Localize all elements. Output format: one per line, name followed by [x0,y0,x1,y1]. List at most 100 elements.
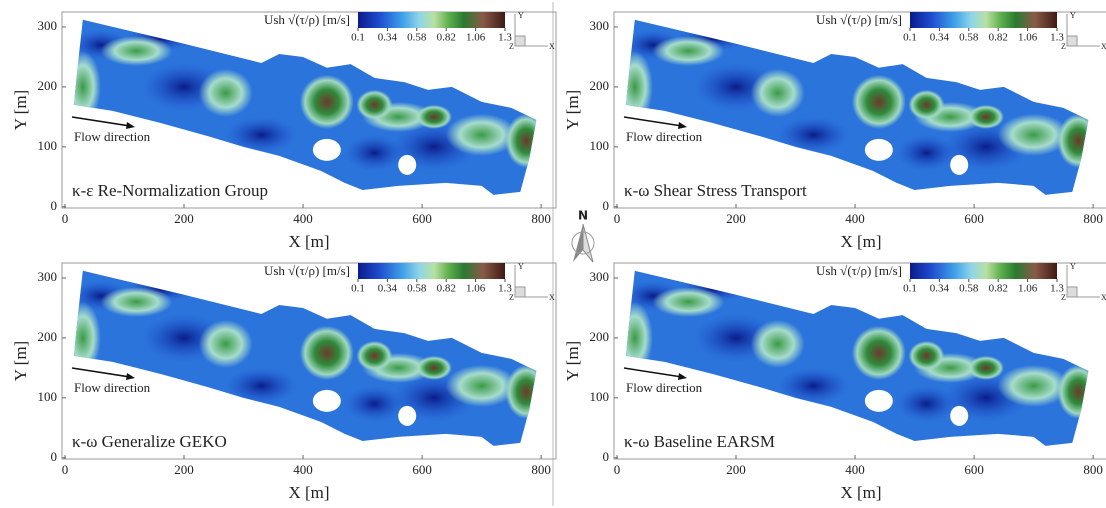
field-patch [415,355,452,380]
field-patch [896,385,957,422]
colorbar-tick-label: 1.3 [1050,283,1064,295]
x-tick-label: 200 [174,462,194,477]
x-axis-label: X [m] [288,232,329,251]
field-patch [225,367,298,404]
field-patch [908,340,945,371]
field-patch [652,286,725,317]
y-axis-label: Y [m] [563,341,582,381]
colorbar-tick-label: 0.34 [930,32,950,44]
colorbar-tick-label: 1.06 [1018,32,1038,44]
field-patch [299,325,354,380]
triad-label: X [549,293,555,302]
plot-frame [613,11,1106,209]
colorbar-tick-label: 1.06 [1018,283,1038,295]
triad-box [1066,286,1078,298]
triad-label: Z [1061,42,1066,51]
triad-label: Y [518,11,524,20]
field-patch [967,355,1004,380]
y-tick-label: 300 [38,18,58,33]
x-tick-label: 400 [845,462,865,477]
x-tick-label: 400 [845,211,865,226]
triad-label: X [1101,42,1106,51]
colorbar-tick-label: 0.58 [959,283,979,295]
field-patch [198,68,253,117]
x-axis-label: X [m] [840,232,881,251]
colorbar-tick-label: 0.82 [989,283,1008,295]
field-patch [997,113,1070,156]
y-tick-label: 300 [590,269,610,284]
flow-arrowhead [126,373,135,380]
field-patch [505,364,537,419]
field-patch [750,68,805,117]
plot-frame [61,262,557,460]
annotation: Flow direction [626,380,703,395]
annotation: Flow direction [74,380,151,395]
triad-label: Y [1070,262,1076,271]
field-patch [225,116,298,153]
colorbar-tick-label: 0.82 [989,32,1008,44]
triad-box [514,286,526,298]
field-patch [344,385,405,422]
y-tick-label: 0 [603,449,610,464]
colorbar [358,263,505,279]
field-patch [997,364,1070,407]
field-patch [445,364,518,407]
colorbar-tick-label: 0.1 [351,283,365,295]
colorbar-tick-label: 0.34 [930,283,950,295]
panel-title: κ-ω Baseline EARSM [624,432,775,451]
x-tick-label: 400 [293,211,313,226]
x-axis-label: X [m] [288,483,329,502]
y-axis-label: Y [m] [11,341,30,381]
x-tick-label: 0 [614,211,621,226]
north-label: N [578,209,588,223]
x-tick-label: 800 [531,462,551,477]
colorbar-tick-label: 0.82 [437,283,456,295]
colorbar-tick-label: 0.58 [407,283,427,295]
flow-arrow [71,116,131,127]
flow-arrow [71,367,131,378]
colorbar-tick-label: 1.06 [466,32,486,44]
colorbar-tick-label: 1.3 [1050,32,1064,44]
x-tick-label: 600 [412,462,432,477]
x-tick-label: 800 [1083,462,1103,477]
field-patch [851,74,906,129]
field-patch [100,286,173,317]
field-patch [73,50,101,123]
annotation: Flow direction [626,129,703,144]
colorbar-tick-label: 0.58 [407,32,427,44]
y-tick-label: 0 [603,198,610,213]
triad-box [1066,35,1078,47]
colorbar-tick-label: 0.34 [378,283,398,295]
x-tick-label: 800 [531,211,551,226]
colorbar-tick-label: 0.1 [351,32,365,44]
panel: 0 200 400 600 800 0 100 200 300 X [m] Y [m] κ-ε Re-… [11,11,557,251]
field-patch [896,134,957,171]
y-tick-label: 300 [38,269,58,284]
colorbar [358,12,505,28]
flow-arrowhead [678,373,687,380]
colorbar-label: Ush √(τ/ρ) [m/s] [816,263,902,278]
x-axis-label: X [m] [840,483,881,502]
field-patch [625,301,653,374]
flow-arrowhead [678,122,687,129]
panel-title: κ-ω Shear Stress Transport [624,181,807,200]
y-axis-label: Y [m] [563,90,582,130]
island [398,154,417,175]
triad-label: X [549,42,555,51]
triad-label: Z [509,293,514,302]
field-patch [777,116,850,153]
y-tick-label: 200 [38,329,58,344]
field-patch [100,35,173,66]
x-tick-label: 200 [726,211,746,226]
colorbar-tick-label: 1.3 [498,283,512,295]
x-tick-label: 0 [62,462,69,477]
island [950,154,969,175]
y-tick-label: 200 [590,329,610,344]
field-patch [73,301,101,374]
field-patch [967,104,1004,129]
island [398,405,417,426]
y-tick-label: 0 [51,198,58,213]
field-patch [851,325,906,380]
x-tick-label: 400 [293,462,313,477]
